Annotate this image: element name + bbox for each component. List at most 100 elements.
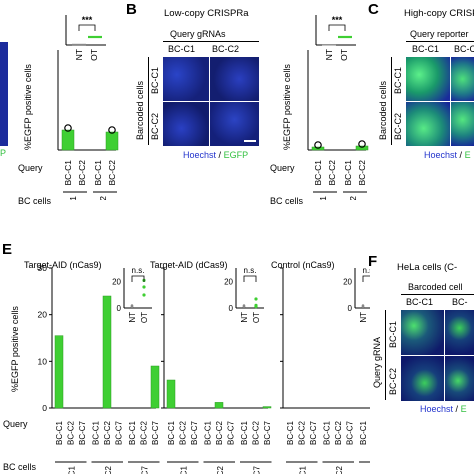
panel-f-side-label: Query gRNA: [372, 336, 382, 388]
panel-b-query-tick-3: BC-C1: [343, 160, 353, 186]
panel-b-stain-hoechst: Hoechst: [183, 150, 217, 160]
panel-a-inset-nt-label: NT: [74, 49, 84, 60]
panel-e2-query-tick-1: BC-C1: [167, 420, 176, 445]
panel-c-micrograph-2: [451, 57, 474, 101]
panel-f-stain-egfp: E: [460, 404, 467, 414]
panel-f-micrograph-1: [401, 310, 444, 355]
panel-b-inset-ot-label: OT: [339, 49, 349, 61]
panel-e2-query-tick-6: BC-C7: [227, 420, 236, 445]
panel-e2-bc-tick-1: BC-C1: [179, 465, 188, 474]
panel-e2-title: Target-AID (dCas9): [150, 260, 228, 270]
panel-e2-query-tick-3: BC-C7: [190, 420, 199, 445]
panel-f-grid-header: Barcoded cell: [408, 282, 463, 292]
panel-e1-ytick-label-0: 0: [42, 403, 47, 413]
panel-b-bc-cells-label: BC cells: [270, 196, 304, 206]
panel-c-row-1: BC-C1: [393, 66, 403, 94]
panel-e3-inset-nt-label: NT: [359, 312, 368, 323]
panel-e3-query-tick-6: BC-C7: [346, 420, 355, 445]
panel-b-ylabel: %EGFP positive cells: [282, 64, 292, 150]
panel-e2-bar-9: [262, 406, 272, 409]
panel-c-grid-header: Query reporter: [410, 29, 469, 39]
panel-b-scale-bar: [244, 140, 256, 142]
panel-e1-query-tick-7: BC-C1: [128, 420, 137, 445]
panel-e2-query-tick-9: BC-C7: [263, 420, 272, 445]
panel-b-header-line: [163, 41, 259, 42]
panel-a-bar-4: [105, 131, 119, 151]
panel-e2-inset-ot-pt-1: [254, 297, 258, 301]
panel-f-row-1: BC-C1: [388, 320, 398, 348]
panel-b-stain-legend: Hoechst / EGFP: [183, 150, 248, 160]
panel-e2-query-tick-4: BC-C1: [204, 420, 213, 445]
panel-b-query-tick-1: BC-C1: [313, 160, 323, 186]
panel-b-side-label: Barcoded cells: [135, 80, 145, 140]
panel-b-micrograph-2: [210, 57, 259, 101]
panel-b-query-label: Query: [270, 163, 295, 173]
panel-b-micrograph-4: [210, 102, 259, 146]
panel-e1-query-tick-4: BC-C1: [92, 420, 101, 445]
panel-b-letter: B: [126, 1, 137, 18]
panel-c-stain-sep: /: [459, 150, 463, 160]
panel-e1-inset-ot-label: OT: [140, 312, 149, 323]
panel-e2-query-tick-7: BC-C1: [240, 420, 249, 445]
panel-e1-query-tick-6: BC-C7: [115, 420, 124, 445]
panel-f-col-1: BC-C1: [406, 297, 434, 307]
panel-e2-inset-ot-pt-3: [254, 305, 258, 309]
panel-a-query-tick-4: BC-C2: [107, 160, 117, 186]
panel-f-micrograph-2: [445, 310, 474, 355]
panel-b-bc-tick-1: BC-C1: [318, 196, 328, 200]
panel-e3-query-tick-2: BC-C2: [298, 420, 307, 445]
panel-e1-inset-bracket: [131, 275, 145, 282]
panel-e1-inset-sig: n.s.: [132, 266, 145, 275]
panel-f-micrograph-4: [445, 356, 474, 401]
panel-c-col-2: BC-C: [454, 44, 474, 54]
panel-b-query-tick-2: BC-C2: [327, 160, 337, 186]
panel-e3-inset-sig: n.s.: [363, 266, 370, 275]
panel-e1-bar-5: [102, 295, 112, 409]
panel-b-grid-header: Query gRNAs: [170, 29, 226, 39]
panel-e1-inset-nt-pt-2: [130, 304, 134, 307]
panel-e2-inset-nt-pt-2: [242, 304, 246, 307]
panel-f-stain-hoechst: Hoechst: [420, 404, 454, 414]
panel-c-col-1: BC-C1: [412, 44, 440, 54]
panel-f-side-line: [385, 310, 386, 400]
panel-a-query-tick-2: BC-C2: [77, 160, 87, 186]
panel-b-micrograph-3: [163, 102, 209, 146]
panel-e2-inset-sig: n.s.: [244, 266, 257, 275]
panel-e3-bc-tick-1: BC-C1: [298, 465, 307, 474]
panel-b-stain-sep: /: [218, 150, 222, 160]
panel-e3-query-tick-1: BC-C1: [286, 420, 295, 445]
panel-c-micrograph-3: [406, 102, 450, 146]
panel-a-bar-1: [61, 129, 75, 151]
panel-b-col-2: BC-C2: [212, 44, 240, 54]
panel-e1-bc-tick-1: BC-C1: [67, 465, 76, 474]
panel-e1-inset-ot-pt-2: [142, 285, 146, 289]
panel-f-stain-sep: /: [455, 404, 459, 414]
panel-b-point-1: [314, 141, 322, 149]
panel-b-side-line: [148, 57, 149, 145]
panel-e2-query-tick-2: BC-C2: [179, 420, 188, 445]
panel-c-micrograph-1: [406, 57, 450, 101]
panel-b-point-4: [358, 140, 366, 148]
panel-f-stain-legend: Hoechst / E: [420, 404, 467, 414]
panel-b-micrograph-1: [163, 57, 209, 101]
panel-e1-inset-ytick-20: 20: [112, 277, 121, 286]
panel-e1-inset-ytick-0: 0: [117, 304, 122, 313]
panel-b-inset-nt-label: NT: [324, 49, 334, 60]
panel-e2-bar-5: [214, 402, 224, 409]
panel-e3-query-tick-3: BC-C7: [309, 420, 318, 445]
panel-f-micrograph-3: [401, 356, 444, 401]
panel-e1-ytick-label-20: 20: [38, 310, 48, 320]
panel-e1-title: Target-AID (nCas9): [24, 260, 102, 270]
panel-e3-title: Control (nCas9): [271, 260, 335, 270]
panel-e1-query-tick-9: BC-C7: [151, 420, 160, 445]
panel-e2-inset-nt-label: NT: [240, 312, 249, 323]
panel-b-title: Low-copy CRISPRa: [164, 8, 249, 19]
panel-a-inset-ot-label: OT: [89, 49, 99, 61]
panel-f-letter: F: [368, 253, 378, 270]
panel-e1-bc-tick-3: BC-C7: [140, 465, 149, 474]
panel-e2-bc-tick-2: BC-C2: [216, 465, 225, 474]
panel-c-side-label: Barcoded cells: [378, 80, 388, 140]
panel-f-header-line: [401, 294, 474, 295]
panel-f-title: HeLa cells (C-: [397, 262, 458, 273]
